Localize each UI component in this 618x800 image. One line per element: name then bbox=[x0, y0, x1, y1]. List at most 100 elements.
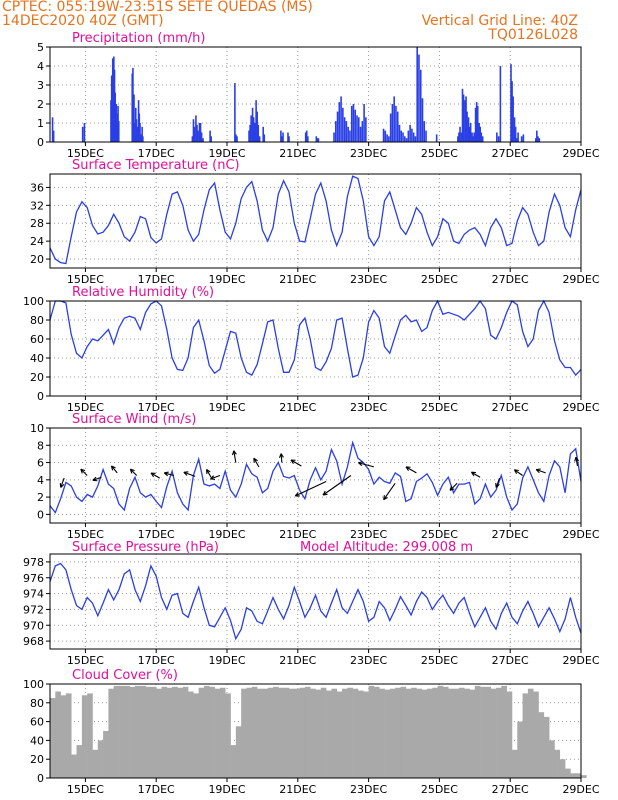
panel-title: Precipitation (mm/h) bbox=[72, 31, 205, 46]
panel-frame bbox=[49, 173, 582, 269]
cloud-bar bbox=[273, 686, 279, 778]
precip-bar bbox=[115, 104, 118, 142]
wind-arrow-shaft bbox=[164, 472, 175, 477]
cloud-bar bbox=[347, 687, 353, 778]
x-tick-label: 25DEC bbox=[421, 147, 458, 160]
precip-bar bbox=[365, 117, 367, 142]
precip-bar bbox=[135, 119, 138, 142]
series-line bbox=[49, 175, 582, 265]
precip-bar bbox=[110, 75, 113, 142]
precip-bar bbox=[391, 104, 394, 142]
precip-bar bbox=[288, 136, 290, 142]
panel-title: Surface Temperature (nC) bbox=[72, 158, 240, 173]
precip-bar bbox=[464, 100, 466, 142]
precip-bar bbox=[281, 136, 283, 142]
y-tick-label: 974 bbox=[23, 588, 44, 601]
wind-arrow-head bbox=[470, 471, 475, 477]
cloud-bar bbox=[448, 688, 454, 778]
panel-3: 0 20 40 60 80 100 15DEC 17DEC 19DEC 21DEC 23DEC 25D… bbox=[23, 285, 600, 414]
precip-bar bbox=[480, 132, 483, 142]
wind-arrow bbox=[110, 465, 118, 474]
precip-bar bbox=[473, 132, 475, 142]
x-tick-label: 15DEC bbox=[67, 401, 104, 414]
precip-bar bbox=[236, 136, 238, 142]
cloud-bar bbox=[570, 773, 576, 778]
precip-bar bbox=[468, 126, 471, 142]
cloud-bar bbox=[193, 693, 199, 778]
wind-arrow-shaft bbox=[471, 471, 481, 478]
precip-bar bbox=[513, 117, 516, 142]
vertical-grid-note: Vertical Grid Line: 40Z bbox=[421, 13, 578, 29]
wind-arrow-head bbox=[278, 453, 282, 458]
precip-bar bbox=[249, 124, 251, 142]
precip-bar bbox=[132, 67, 134, 142]
precip-bar bbox=[338, 102, 341, 142]
wind-arrow-head bbox=[513, 469, 518, 474]
wind-arrow-shaft bbox=[575, 457, 579, 467]
cloud-bar bbox=[108, 688, 115, 778]
precip-bar bbox=[248, 130, 250, 142]
wind-arrow-head bbox=[514, 469, 519, 472]
y-tick-label: 0 bbox=[37, 136, 44, 149]
y-tick-label: 20 bbox=[30, 253, 44, 266]
precip-bar bbox=[262, 126, 264, 142]
series-line bbox=[49, 562, 582, 641]
wind-arrow-head bbox=[206, 468, 211, 473]
wind-arrow-shaft bbox=[150, 472, 161, 479]
precip-bar bbox=[316, 138, 319, 142]
cloud-bar bbox=[331, 688, 338, 778]
cloud-bar bbox=[166, 687, 173, 778]
precip-bar bbox=[209, 130, 211, 142]
model-code: TQ0126L028 bbox=[488, 27, 578, 43]
y-tick-label: 20 bbox=[30, 753, 44, 766]
precip-bar bbox=[235, 134, 237, 142]
precip-bar bbox=[210, 136, 212, 142]
cloud-bar bbox=[294, 688, 300, 778]
cloud-bar bbox=[522, 693, 529, 778]
wind-arrow-head bbox=[322, 490, 326, 496]
precip-bar bbox=[386, 134, 388, 142]
precip-bar bbox=[511, 81, 513, 142]
precip-bar bbox=[419, 69, 422, 142]
wind-arrow-head bbox=[232, 450, 235, 456]
wind-arrow-shaft bbox=[129, 468, 138, 476]
precip-bar bbox=[389, 113, 392, 142]
precip-bar bbox=[382, 128, 385, 142]
x-tick-label: 21DEC bbox=[279, 783, 316, 796]
cloud-bar bbox=[60, 695, 67, 778]
y-tick-label: 80 bbox=[30, 697, 44, 710]
wind-arrow-head bbox=[294, 492, 299, 497]
x-tick-label: 21DEC bbox=[279, 273, 316, 286]
x-tick-label: 27DEC bbox=[492, 273, 529, 286]
precip-bar bbox=[195, 115, 197, 142]
wind-arrow-shaft bbox=[92, 476, 102, 481]
precip-bar bbox=[407, 130, 410, 142]
wind-arrow bbox=[513, 469, 523, 476]
cloud-bar bbox=[304, 686, 311, 778]
chart-header: CPTEC: 055:19W-23:51S SETE QUEDAS (MS) 1… bbox=[0, 0, 618, 48]
x-tick-label: 17DEC bbox=[138, 528, 175, 541]
cloud-bar bbox=[373, 686, 380, 778]
precip-bar bbox=[411, 128, 413, 142]
series-line bbox=[49, 299, 582, 378]
cloud-bar bbox=[81, 695, 88, 778]
precip-bar bbox=[471, 132, 473, 142]
wind-arrow-head bbox=[163, 472, 169, 477]
wind-arrow bbox=[278, 453, 284, 463]
wind-arrow-head bbox=[111, 465, 116, 469]
x-tick-label: 25DEC bbox=[421, 654, 458, 667]
cloud-bar bbox=[50, 698, 56, 778]
cloud-bar bbox=[437, 685, 444, 778]
y-tick-label: 36 bbox=[30, 181, 44, 194]
x-tick-label: 17DEC bbox=[138, 654, 175, 667]
forecast-date: 14DEC2020 40Z (GMT) bbox=[2, 13, 164, 29]
cloud-bar bbox=[421, 689, 428, 778]
precip-bar bbox=[191, 136, 194, 142]
precip-bar bbox=[479, 126, 482, 142]
cloud-bar bbox=[533, 691, 539, 778]
x-tick-label: 25DEC bbox=[421, 783, 458, 796]
x-tick-label: 19DEC bbox=[208, 147, 245, 160]
x-tick-label: 27DEC bbox=[492, 783, 529, 796]
x-tick-label: 17DEC bbox=[138, 273, 175, 286]
panel-frame bbox=[49, 300, 582, 397]
